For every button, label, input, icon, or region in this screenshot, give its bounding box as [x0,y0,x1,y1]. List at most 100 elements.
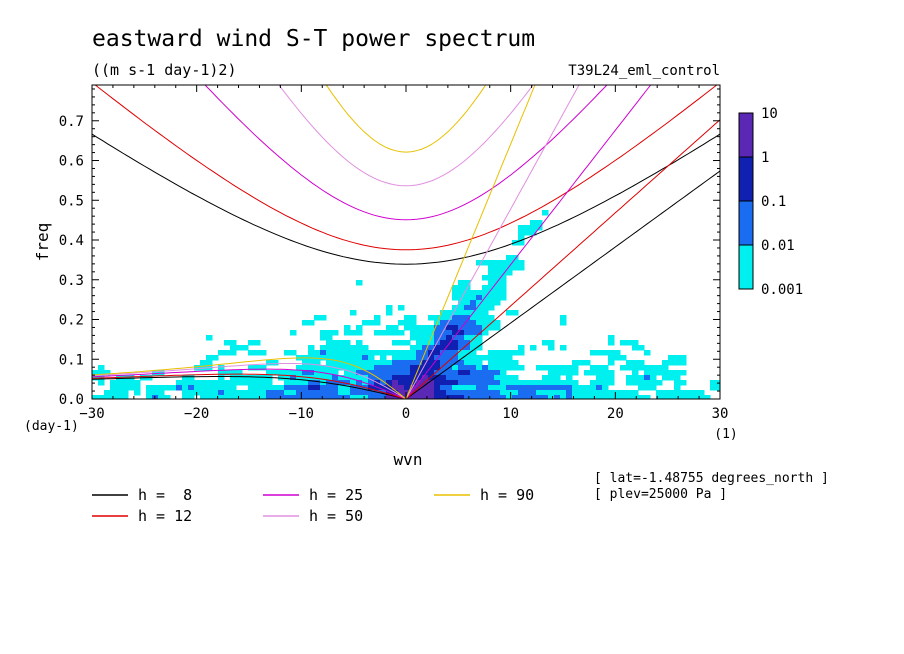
power-cell [494,370,501,376]
power-cell [386,325,393,331]
power-cell [650,370,657,376]
power-cell [308,350,315,356]
power-cell [350,380,357,386]
power-cell [362,395,369,399]
power-cell [248,395,255,399]
power-cell [308,320,315,326]
power-cell [482,390,489,396]
power-cell [242,380,249,386]
power-cell [680,360,687,366]
power-cell [626,375,633,381]
dispersion-curve [278,85,534,187]
power-cell [476,315,483,321]
power-cell [380,360,387,366]
power-cell [632,380,639,386]
power-cell [410,370,417,376]
power-cell [608,355,615,361]
power-cell [494,395,501,399]
power-cell [236,370,243,376]
power-cell [134,390,141,396]
power-cell [464,320,471,326]
power-cell [458,345,465,351]
power-cell [446,360,453,366]
power-cell [452,365,459,371]
power-cell [614,350,621,356]
power-cell [146,385,153,391]
power-cell [206,380,213,386]
power-cell [482,365,489,371]
power-cell [218,350,225,356]
power-cell [704,395,711,399]
power-cell [530,230,537,236]
power-cell [362,320,369,326]
power-cell [218,395,225,399]
power-cell [578,385,585,391]
power-cell [650,375,657,381]
power-cell [98,380,105,386]
power-cell [230,370,237,376]
power-cell [332,330,339,336]
power-cell [434,315,441,321]
power-cell [518,240,525,246]
power-cell [266,360,273,366]
power-cell [416,355,423,361]
power-cell [380,395,387,399]
power-cell [272,385,279,391]
power-cell [440,375,447,381]
power-cell [464,300,471,306]
power-cell [92,395,99,399]
power-cell [266,385,273,391]
power-cell [164,395,171,399]
power-cell [428,315,435,321]
power-cell [530,225,537,231]
power-cell [458,285,465,291]
power-cell [458,365,465,371]
power-cell [482,310,489,316]
power-cell [698,390,705,396]
power-cell [536,395,543,399]
info-plev: [ plev=25000 Pa ] [594,487,727,502]
power-cell [554,385,561,391]
power-cell [512,365,519,371]
power-cell [326,330,333,336]
power-cell [422,365,429,371]
power-cell [224,340,231,346]
power-cell [488,350,495,356]
power-cell [560,395,567,399]
power-cell [680,390,687,396]
power-cell [398,385,405,391]
power-cell [470,325,477,331]
power-cell [488,275,495,281]
power-cell [524,395,531,399]
power-cell [176,385,183,391]
power-cell [410,315,417,321]
power-cell [530,395,537,399]
power-cell [332,375,339,381]
power-cell [386,330,393,336]
power-cell [386,360,393,366]
power-cell [464,360,471,366]
power-cell [434,370,441,376]
power-cell [122,380,129,386]
power-cell [206,355,213,361]
power-cell [398,320,405,326]
power-cell [662,360,669,366]
power-cell [236,345,243,351]
x-tick-label: 20 [607,406,624,422]
power-cell [464,340,471,346]
x-tick-label: −30 [79,406,104,422]
colorbar-swatch [738,112,754,158]
power-cell [428,395,435,399]
power-cell [458,335,465,341]
power-cell [488,390,495,396]
power-cell [404,320,411,326]
power-cell [362,375,369,381]
power-cell [332,340,339,346]
power-cell [620,390,627,396]
power-cell [440,360,447,366]
power-cell [626,390,633,396]
power-cell [512,260,519,266]
power-cell [338,345,345,351]
power-cell [602,380,609,386]
power-cell [224,370,231,376]
